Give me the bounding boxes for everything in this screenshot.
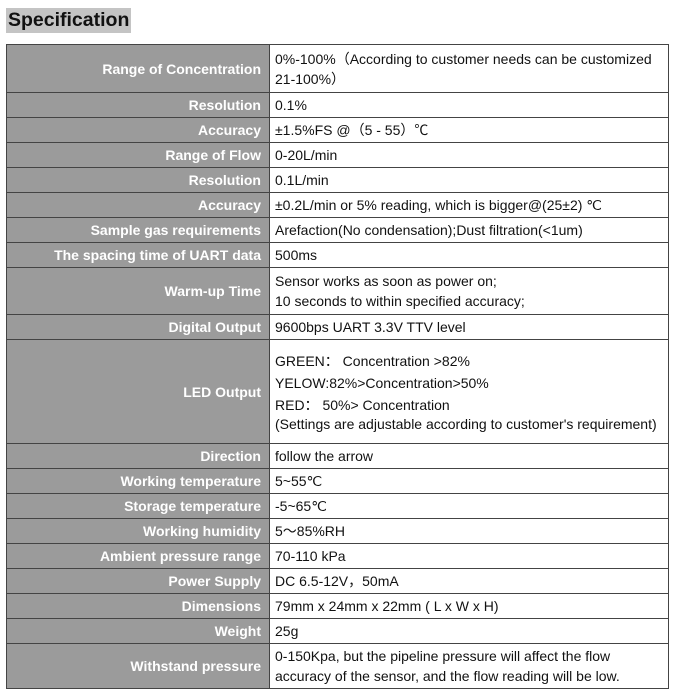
spec-value-line: 79mm x 24mm x 22mm ( L x W x H) (275, 598, 499, 614)
section-title: Specification (6, 8, 132, 33)
spec-row: Range of Flow 0-20L/min (6, 142, 669, 168)
spec-row: Weight 25g (6, 618, 669, 644)
spec-label: Power Supply (6, 568, 270, 594)
spec-value-line: DC 6.5-12V，50mA (275, 573, 399, 589)
spec-row: Accuracy ±1.5%FS @（5 - 55）℃ (6, 117, 669, 143)
spec-row: Resolution 0.1L/min (6, 167, 669, 193)
spec-value: Sensor works as soon as power on; 10 seco… (269, 267, 669, 315)
spec-label: Accuracy (6, 192, 270, 218)
spec-row: Warm-up Time Sensor works as soon as powe… (6, 267, 669, 315)
spec-value: 0-150Kpa, but the pipeline pressure will… (269, 643, 669, 689)
spec-value-line: 0.1L/min (275, 172, 329, 188)
spec-label: Sample gas requirements (6, 217, 270, 243)
spec-label: Working temperature (6, 468, 270, 494)
spec-row: Resolution 0.1% (6, 92, 669, 118)
spec-value: Arefaction(No condensation);Dust filtrat… (269, 217, 669, 243)
spec-value-line: YELOW:82%>Concentration>50% (275, 375, 489, 391)
spec-value-line: 10 seconds to within specified accuracy; (275, 293, 525, 309)
spec-value: DC 6.5-12V，50mA (269, 568, 669, 594)
spec-label: Storage temperature (6, 493, 270, 519)
spec-value-line: Sensor works as soon as power on; (275, 273, 497, 289)
spec-value-line: 5~55℃ (275, 473, 323, 489)
spec-label: LED Output (6, 339, 270, 444)
spec-value-line: (Settings are adjustable according to cu… (275, 416, 657, 432)
spec-value: 500ms (269, 242, 669, 268)
spec-value-line: ±0.2L/min or 5% reading, which is bigger… (275, 197, 603, 213)
spec-value-line: GREEN： Concentration >82% (275, 353, 470, 369)
spec-value: 0-20L/min (269, 142, 669, 168)
spec-value-line: 25g (275, 623, 299, 639)
spec-value: 5~55℃ (269, 468, 669, 494)
spec-label: The spacing time of UART data (6, 242, 270, 268)
spec-row: Working humidity 5～85%RH (6, 518, 669, 544)
spec-value-line: Arefaction(No condensation);Dust filtrat… (275, 222, 583, 238)
spec-value-line: ±1.5%FS @（5 - 55）℃ (275, 122, 429, 138)
spec-value: 25g (269, 618, 669, 644)
spec-value-line: -5~65℃ (275, 498, 327, 514)
spec-value: follow the arrow (269, 443, 669, 469)
spec-value-line: 0.1% (275, 97, 307, 113)
spec-label: Ambient pressure range (6, 543, 270, 569)
spec-row: Working temperature 5~55℃ (6, 468, 669, 494)
spec-row: LED Output GREEN： Concentration >82% YELOW… (6, 339, 669, 444)
spec-value-line: 0%-100%（According to customer needs can … (275, 50, 652, 87)
spec-value: GREEN： Concentration >82% YELOW:82%>Conce… (269, 339, 669, 444)
spec-row: Ambient pressure range 70-110 kPa (6, 543, 669, 569)
spec-row: Range of Concentration 0%-100%（According … (6, 44, 669, 93)
specification-table: Range of Concentration 0%-100%（According … (6, 44, 669, 689)
spec-row: Withstand pressure 0-150Kpa, but the pipe… (6, 643, 669, 689)
spec-label: Withstand pressure (6, 643, 270, 689)
spec-value-line: 9600bps UART 3.3V TTV level (275, 319, 466, 335)
spec-value: 70-110 kPa (269, 543, 669, 569)
spec-value-line: 5～85%RH (275, 523, 346, 539)
spec-value-line: 0-20L/min (275, 147, 338, 163)
spec-label: Range of Concentration (6, 44, 270, 93)
spec-label: Warm-up Time (6, 267, 270, 315)
spec-label: Range of Flow (6, 142, 270, 168)
spec-value: 79mm x 24mm x 22mm ( L x W x H) (269, 593, 669, 619)
spec-label: Accuracy (6, 117, 270, 143)
spec-label: Working humidity (6, 518, 270, 544)
spec-row: Digital Output 9600bps UART 3.3V TTV leve… (6, 314, 669, 340)
spec-value: ±0.2L/min or 5% reading, which is bigger… (269, 192, 669, 218)
spec-row: The spacing time of UART data 500ms (6, 242, 669, 268)
spec-row: Dimensions 79mm x 24mm x 22mm ( L x W x H… (6, 593, 669, 619)
spec-value-line: RED： 50%> Concentration (275, 397, 450, 413)
spec-value-line: 0-150Kpa, but the pipeline pressure will… (275, 648, 620, 684)
spec-label: Digital Output (6, 314, 270, 340)
spec-value: ±1.5%FS @（5 - 55）℃ (269, 117, 669, 143)
spec-value: 0.1L/min (269, 167, 669, 193)
spec-label: Direction (6, 443, 270, 469)
spec-value: -5~65℃ (269, 493, 669, 519)
spec-label: Dimensions (6, 593, 270, 619)
spec-value: 9600bps UART 3.3V TTV level (269, 314, 669, 340)
spec-row: Sample gas requirements Arefaction(No con… (6, 217, 669, 243)
spec-row: Storage temperature -5~65℃ (6, 493, 669, 519)
spec-row: Accuracy ±0.2L/min or 5% reading, which i… (6, 192, 669, 218)
spec-value-line: follow the arrow (275, 448, 374, 464)
spec-value: 0%-100%（According to customer needs can … (269, 44, 669, 93)
spec-label: Weight (6, 618, 270, 644)
spec-value: 5～85%RH (269, 518, 669, 544)
spec-label: Resolution (6, 167, 270, 193)
spec-label: Resolution (6, 92, 270, 118)
spec-value-line: 500ms (275, 247, 318, 263)
spec-row: Power Supply DC 6.5-12V，50mA (6, 568, 669, 594)
spec-row: Direction follow the arrow (6, 443, 669, 469)
spec-value-line: 70-110 kPa (275, 548, 346, 564)
spec-value: 0.1% (269, 92, 669, 118)
